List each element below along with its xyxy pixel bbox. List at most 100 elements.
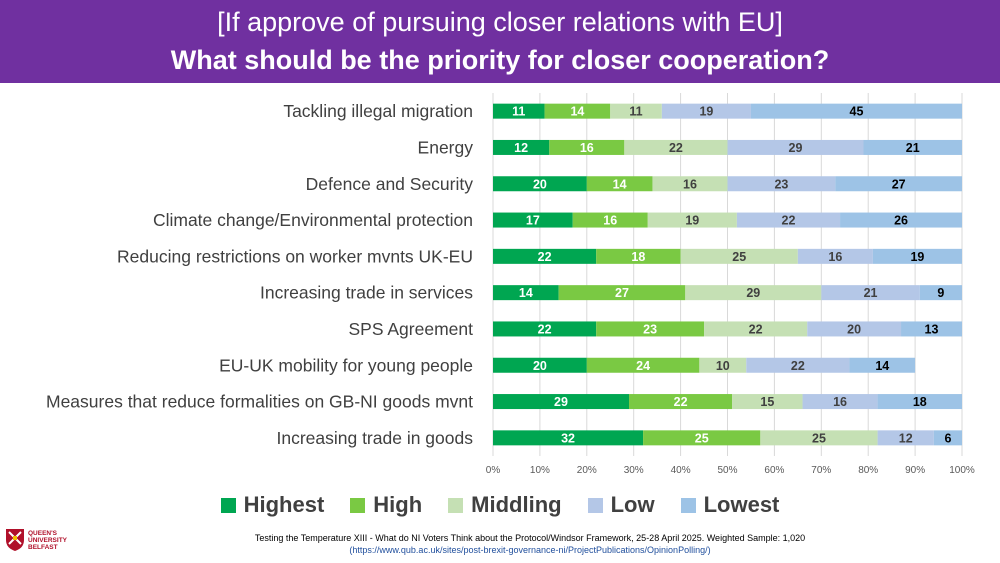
data-label: 22 bbox=[674, 395, 688, 409]
bar-segment bbox=[493, 212, 573, 228]
data-label: 19 bbox=[699, 105, 713, 119]
bar-segment bbox=[901, 321, 962, 337]
data-label: 14 bbox=[875, 359, 889, 373]
legend-label: Low bbox=[610, 492, 655, 517]
data-label: 20 bbox=[847, 322, 861, 336]
source-footer: Testing the Temperature XIII - What do N… bbox=[150, 532, 910, 556]
bar-segment bbox=[736, 212, 841, 228]
data-label: 27 bbox=[615, 286, 629, 300]
bar-segment bbox=[872, 248, 962, 264]
bar-segment bbox=[750, 103, 962, 119]
category-label: Climate change/Environmental protection bbox=[153, 210, 473, 230]
data-label: 29 bbox=[789, 141, 803, 155]
data-label: 29 bbox=[746, 286, 760, 300]
legend-swatch bbox=[680, 497, 696, 513]
data-label: 18 bbox=[631, 250, 645, 264]
bar-segment bbox=[840, 212, 962, 228]
chart-title: [If approve of pursuing closer relations… bbox=[217, 7, 783, 37]
legend-swatch bbox=[587, 497, 603, 513]
bar-segment bbox=[493, 357, 587, 373]
data-label: 10 bbox=[716, 359, 730, 373]
data-label: 23 bbox=[774, 177, 788, 191]
bar-segment bbox=[493, 321, 597, 337]
bar-segment bbox=[586, 176, 653, 192]
data-label: 17 bbox=[526, 214, 540, 228]
data-label: 22 bbox=[749, 322, 763, 336]
bar-segment bbox=[596, 321, 705, 337]
data-label: 11 bbox=[512, 105, 525, 119]
bar-segment bbox=[933, 430, 962, 446]
bar-segment bbox=[807, 321, 902, 337]
data-label: 14 bbox=[613, 177, 627, 191]
category-label: Increasing trade in services bbox=[260, 283, 473, 303]
legend-swatch bbox=[448, 497, 464, 513]
bar-segment bbox=[849, 357, 916, 373]
bar-segment bbox=[624, 139, 728, 155]
bar-segment bbox=[544, 103, 611, 119]
x-tick-label: 80% bbox=[858, 465, 878, 476]
x-tick-label: 20% bbox=[577, 465, 597, 476]
data-label: 20 bbox=[533, 359, 547, 373]
x-tick-label: 30% bbox=[624, 465, 644, 476]
category-label: Increasing trade in goods bbox=[276, 428, 473, 448]
data-label: 19 bbox=[910, 250, 924, 264]
bar-segment bbox=[596, 248, 681, 264]
data-label: 29 bbox=[554, 395, 568, 409]
bar-segment bbox=[699, 357, 747, 373]
title-banner: [If approve of pursuing closer relations… bbox=[0, 0, 1000, 83]
bar-segment bbox=[493, 248, 597, 264]
legend-item: Highest bbox=[220, 492, 325, 518]
legend-swatch bbox=[220, 497, 236, 513]
data-label: 9 bbox=[937, 286, 944, 300]
data-label: 16 bbox=[580, 141, 594, 155]
category-label: Defence and Security bbox=[306, 174, 474, 194]
data-label: 11 bbox=[629, 105, 642, 119]
data-label: 27 bbox=[892, 177, 906, 191]
data-label: 21 bbox=[864, 286, 878, 300]
data-label: 32 bbox=[561, 431, 575, 445]
university-logo: QUEEN'S UNIVERSITY BELFAST bbox=[5, 528, 67, 552]
bar-segment bbox=[643, 430, 761, 446]
bar-segment bbox=[586, 357, 700, 373]
bar-segment bbox=[797, 248, 873, 264]
x-tick-label: 0% bbox=[486, 465, 501, 476]
bar-segment bbox=[835, 176, 962, 192]
bar-segment bbox=[647, 212, 737, 228]
source-link[interactable]: (https://www.qub.ac.uk/sites/post-brexit… bbox=[349, 545, 711, 555]
x-tick-label: 90% bbox=[905, 465, 925, 476]
bar-segment bbox=[863, 139, 962, 155]
x-tick-label: 10% bbox=[530, 465, 550, 476]
data-label: 22 bbox=[538, 322, 552, 336]
legend-item: Lowest bbox=[680, 492, 779, 518]
bar-segment bbox=[629, 394, 733, 410]
data-label: 24 bbox=[636, 359, 650, 373]
bar-segment bbox=[727, 139, 864, 155]
category-label: Energy bbox=[418, 137, 474, 157]
bar-segment bbox=[802, 394, 878, 410]
bar-segment bbox=[919, 285, 962, 301]
data-label: 19 bbox=[685, 214, 699, 228]
data-label: 14 bbox=[519, 286, 533, 300]
bar-segment bbox=[685, 285, 822, 301]
legend-label: High bbox=[373, 492, 423, 517]
data-label: 18 bbox=[913, 395, 927, 409]
category-label: Tackling illegal migration bbox=[283, 101, 473, 121]
data-label: 45 bbox=[850, 105, 864, 119]
bar-segment bbox=[493, 394, 630, 410]
data-label: 22 bbox=[791, 359, 805, 373]
legend-item: Low bbox=[587, 492, 655, 518]
category-label: SPS Agreement bbox=[348, 319, 473, 339]
data-label: 16 bbox=[833, 395, 847, 409]
data-label: 25 bbox=[812, 431, 826, 445]
data-label: 16 bbox=[828, 250, 842, 264]
category-label: Measures that reduce formalities on GB-N… bbox=[46, 392, 473, 412]
data-label: 12 bbox=[899, 431, 913, 445]
logo-line-1: QUEEN'S bbox=[28, 529, 57, 537]
chart-legend: Highest High Middling Low Lowest bbox=[0, 492, 1000, 518]
x-tick-label: 40% bbox=[671, 465, 691, 476]
legend-label: Highest bbox=[243, 492, 325, 517]
data-label: 22 bbox=[782, 214, 796, 228]
data-label: 26 bbox=[894, 214, 908, 228]
bar-segment bbox=[610, 103, 662, 119]
data-label: 22 bbox=[538, 250, 552, 264]
